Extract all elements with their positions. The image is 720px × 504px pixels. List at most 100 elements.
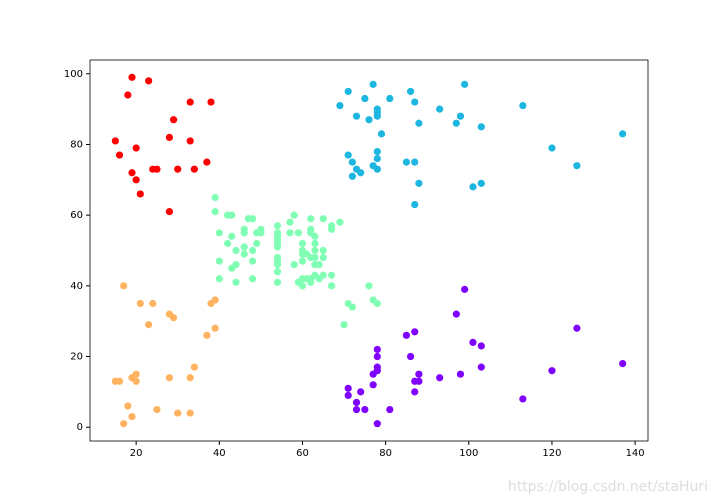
point	[311, 246, 319, 255]
point	[361, 94, 369, 103]
point	[124, 91, 132, 99]
point	[344, 384, 352, 392]
point	[406, 87, 415, 96]
point	[149, 299, 157, 308]
point	[365, 282, 373, 290]
point	[436, 374, 444, 382]
point	[240, 250, 248, 258]
point	[128, 169, 136, 177]
point	[344, 391, 352, 400]
watermark: https://blog.csdn.net/staHuri	[508, 479, 708, 495]
point	[348, 158, 356, 166]
point	[336, 101, 344, 110]
point	[215, 229, 223, 237]
point	[111, 377, 119, 385]
point	[111, 137, 119, 145]
point	[352, 112, 361, 120]
point	[373, 155, 381, 163]
point	[248, 257, 257, 265]
point	[373, 420, 381, 428]
point	[319, 253, 327, 262]
x-tick-label: 40	[213, 448, 226, 459]
y-tick-label: 0	[77, 422, 83, 433]
point	[153, 405, 161, 414]
point	[344, 87, 352, 96]
point	[136, 190, 144, 198]
point	[373, 352, 381, 361]
point	[211, 208, 219, 216]
point	[402, 158, 411, 166]
point	[619, 359, 627, 368]
point	[132, 176, 140, 184]
point	[132, 144, 140, 152]
point	[456, 370, 465, 378]
point	[311, 253, 319, 262]
x-tick-label: 60	[296, 448, 309, 459]
point	[415, 119, 423, 127]
point	[248, 215, 257, 223]
point	[406, 352, 415, 361]
point	[215, 257, 223, 265]
point	[211, 296, 219, 304]
point	[273, 261, 282, 269]
point	[373, 299, 381, 308]
point	[128, 413, 136, 421]
point	[253, 239, 261, 248]
y-tick-label: 60	[70, 210, 83, 221]
point	[369, 80, 377, 88]
point	[373, 367, 381, 375]
point	[336, 218, 344, 226]
point	[373, 112, 381, 120]
point	[298, 282, 307, 290]
point	[369, 381, 377, 389]
point	[319, 215, 327, 223]
point	[186, 374, 194, 382]
point	[319, 271, 327, 279]
x-tick-label: 100	[459, 448, 478, 459]
point	[286, 218, 294, 226]
point	[519, 101, 527, 110]
point	[240, 243, 248, 251]
point	[273, 222, 282, 230]
point	[211, 193, 219, 202]
point	[228, 211, 236, 219]
point	[298, 239, 307, 248]
point	[452, 310, 460, 318]
point	[115, 151, 124, 159]
point	[452, 119, 460, 127]
point	[311, 232, 319, 240]
point	[519, 395, 527, 403]
point	[124, 402, 132, 410]
point	[411, 328, 419, 336]
point	[165, 208, 174, 216]
point	[120, 420, 128, 428]
point	[477, 123, 485, 131]
point	[477, 179, 485, 187]
point	[469, 183, 477, 191]
point	[456, 112, 465, 120]
point	[215, 275, 223, 283]
point	[352, 398, 361, 407]
point	[307, 215, 315, 223]
point	[273, 268, 282, 276]
point	[165, 374, 174, 382]
point	[619, 130, 627, 138]
point	[373, 165, 381, 173]
point	[307, 225, 315, 233]
point	[344, 151, 352, 159]
point	[411, 388, 419, 396]
point	[186, 409, 194, 417]
point	[548, 367, 556, 375]
point	[386, 405, 394, 414]
point	[294, 229, 302, 237]
point	[327, 225, 336, 233]
point	[232, 278, 240, 286]
point	[373, 147, 381, 156]
point	[311, 239, 319, 248]
y-tick-label: 40	[70, 281, 83, 292]
point	[190, 165, 198, 173]
point	[386, 94, 394, 103]
point	[340, 321, 348, 329]
